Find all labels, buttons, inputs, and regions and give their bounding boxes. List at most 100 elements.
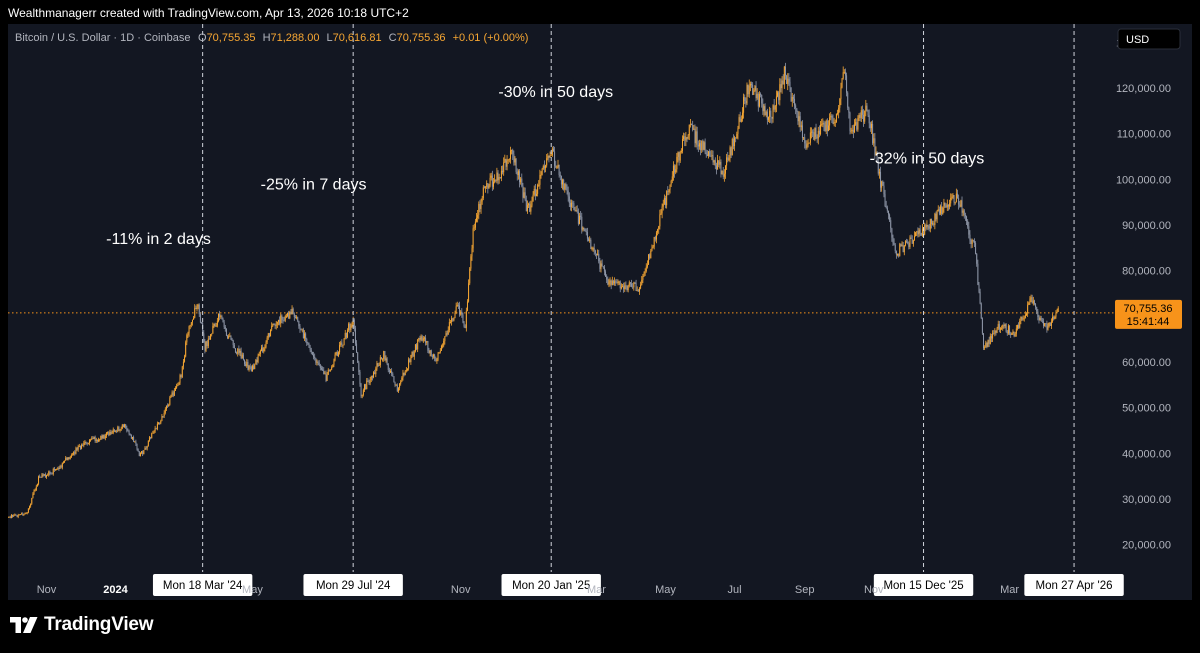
x-tick-label: Mar <box>587 584 606 596</box>
candle-body <box>927 224 929 226</box>
price-chart[interactable]: Mon 18 Mar '24 Mon 29 Jul '24 Mon 20 Jan '… <box>8 24 1192 600</box>
candle-body <box>212 325 214 334</box>
candle-body <box>51 473 53 475</box>
candle-body <box>417 339 419 350</box>
candle-body <box>749 84 751 86</box>
candle-body <box>612 280 614 284</box>
candle-body <box>555 165 557 168</box>
candle-body <box>744 97 746 101</box>
tradingview-logo[interactable]: TradingView <box>10 614 154 636</box>
candle-body <box>217 313 219 322</box>
candle-body <box>646 264 648 267</box>
candle-body <box>322 369 324 371</box>
candle-body <box>318 362 320 366</box>
y-tick-label: 100,000.00 <box>1116 174 1171 186</box>
candle-body <box>747 84 749 95</box>
candle-body <box>516 171 518 175</box>
candle-body <box>84 441 86 443</box>
last-price-badge: 70,755.36 15:41:44 <box>1115 299 1182 329</box>
candle-body <box>384 351 386 361</box>
currency-button[interactable]: USD <box>1117 28 1181 50</box>
candle-body <box>262 347 264 352</box>
candle-body <box>434 354 436 359</box>
candle-body <box>642 276 644 280</box>
candle-body <box>780 84 782 89</box>
candle-body <box>787 78 789 84</box>
candle-body <box>951 196 953 198</box>
candle-body <box>139 452 141 456</box>
candle-body <box>968 226 970 235</box>
drawdown-annotation: -11% in 2 days <box>106 231 211 248</box>
candle-body <box>1046 323 1048 330</box>
candle-body <box>503 162 505 173</box>
candle-body <box>610 280 612 285</box>
candle-body <box>882 181 884 186</box>
candle-body <box>487 183 489 189</box>
candle-body <box>671 176 673 181</box>
candle-body <box>873 138 875 144</box>
candle-body <box>387 363 389 370</box>
candle-body <box>180 375 182 378</box>
candle-body <box>285 316 287 317</box>
candle-body <box>128 430 130 434</box>
candle-body <box>301 329 303 331</box>
candle-body <box>605 271 607 277</box>
candle-body <box>640 284 642 289</box>
candle-body <box>658 226 660 230</box>
candle-body <box>814 127 816 140</box>
candle-body <box>74 451 76 454</box>
candle-body <box>698 143 700 147</box>
candle-body <box>556 167 558 168</box>
candle-body <box>851 129 853 131</box>
candle-body <box>30 503 32 507</box>
time-axis[interactable]: Nov 2024 May Nov Mar May Jul Sep Nov Mar <box>37 584 1020 596</box>
candle-body <box>636 290 638 292</box>
candle-body <box>964 215 966 217</box>
candle-body <box>304 333 306 339</box>
candle-body <box>264 347 266 349</box>
candle-body <box>1032 300 1034 304</box>
candle-body <box>923 228 925 235</box>
candle-body <box>271 325 273 330</box>
candle-body <box>738 117 740 129</box>
candle-body <box>38 476 40 484</box>
candle-body <box>207 338 209 346</box>
candle-body <box>771 116 773 119</box>
candle-body <box>779 84 781 101</box>
candle-body <box>575 210 577 211</box>
candle-body <box>945 205 947 208</box>
candle-body <box>758 94 760 107</box>
candle-body <box>870 123 872 129</box>
candle-body <box>619 281 621 289</box>
candle-body <box>185 342 187 357</box>
tradingview-brand: TradingView <box>44 614 154 635</box>
candle-body <box>777 92 779 97</box>
candle-body <box>220 316 222 317</box>
candle-body <box>918 229 920 235</box>
candle-body <box>253 365 255 370</box>
candle-body <box>174 387 176 391</box>
candle-body <box>55 469 57 471</box>
candle-body <box>250 366 252 372</box>
candle-body <box>496 172 498 181</box>
candle-body <box>790 87 792 102</box>
candle-body <box>440 345 442 351</box>
candle-body <box>435 358 437 361</box>
candle-body <box>581 216 583 230</box>
candle-body <box>595 253 597 255</box>
candle-body <box>772 105 774 119</box>
candle-body <box>282 319 284 321</box>
candle-body <box>709 151 711 156</box>
candle-body <box>208 338 210 340</box>
candle-body <box>392 373 394 377</box>
candle-body <box>881 181 883 188</box>
candle-body <box>65 457 67 461</box>
candle-body <box>1007 325 1009 334</box>
candle-body <box>469 268 471 284</box>
candle-body <box>898 253 900 256</box>
candle-body <box>880 171 882 188</box>
candle-body <box>1002 324 1004 329</box>
candle-body <box>367 380 369 382</box>
candle-body <box>105 433 107 436</box>
candle-body <box>696 131 698 145</box>
